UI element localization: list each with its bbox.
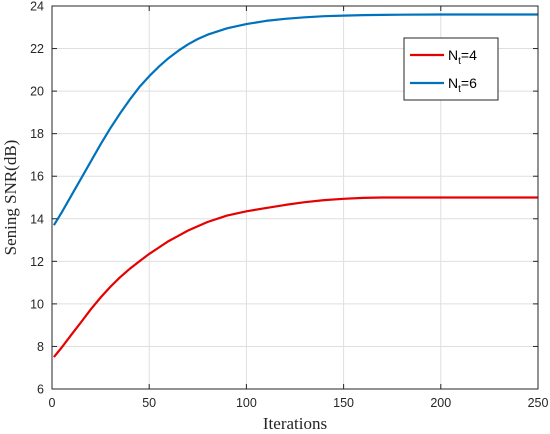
y-tick-label: 10 — [30, 297, 44, 311]
y-tick-label: 22 — [30, 42, 44, 56]
y-tick-label: 20 — [30, 85, 44, 99]
y-tick-label: 16 — [30, 170, 44, 184]
axis-ticks: 0 50 100 150 200 250 6 8 10 12 14 16 18 20 22 24 — [30, 0, 548, 410]
x-tick-label: 100 — [236, 396, 257, 410]
y-axis-label: Sening SNR(dB) — [1, 140, 20, 256]
x-tick-label: 200 — [430, 396, 451, 410]
series-line-1 — [53, 196, 538, 358]
x-tick-label: 50 — [142, 396, 156, 410]
y-tick-label: 8 — [37, 340, 44, 354]
y-tick-label: 24 — [30, 0, 44, 14]
x-tick-label: 0 — [49, 396, 56, 410]
legend-label-2: Nt=6 — [448, 75, 477, 95]
legend-label-1: Nt=4 — [448, 47, 477, 67]
legend: Nt=4 Nt=6 — [403, 37, 499, 101]
x-tick-label: 250 — [528, 396, 549, 410]
y-tick-label: 14 — [30, 212, 44, 226]
y-tick-label: 18 — [30, 127, 44, 141]
legend-box — [403, 37, 499, 101]
plot-frame — [51, 5, 539, 390]
y-tick-label: 12 — [30, 255, 44, 269]
series-lines — [52, 13, 538, 358]
series-line-2 — [52, 13, 538, 226]
x-tick-label: 150 — [333, 396, 354, 410]
y-tick-label: 6 — [37, 383, 44, 397]
x-axis-label: Iterations — [263, 414, 327, 433]
